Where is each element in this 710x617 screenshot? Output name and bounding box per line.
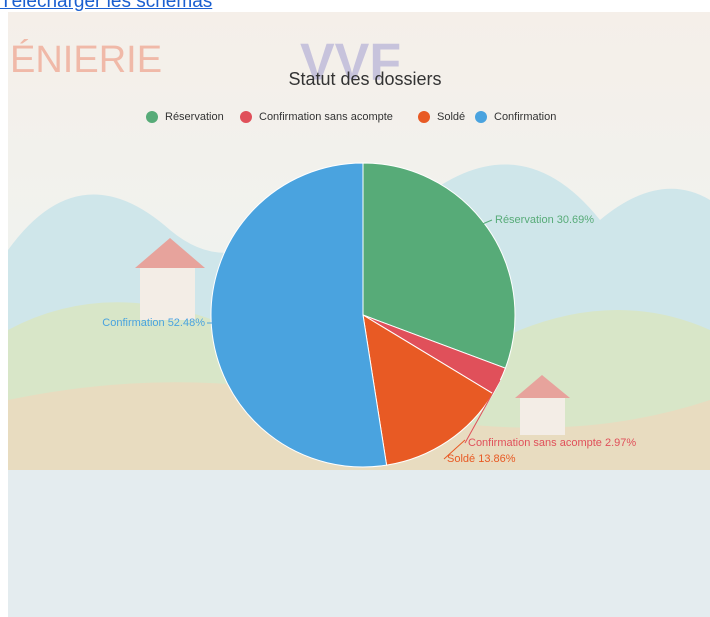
legend-label: Réservation: [165, 111, 224, 123]
legend-label: Confirmation: [494, 111, 556, 123]
data-label-name: Réservation: [495, 214, 554, 226]
data-label: Réservation 30.69%: [495, 214, 594, 226]
data-label: Soldé 13.86%: [447, 453, 516, 465]
background-text: ÉNIERIE: [10, 38, 162, 81]
data-label: Confirmation sans acompte 2.97%: [468, 437, 636, 449]
data-label-value: 13.86%: [478, 453, 516, 465]
legend-marker: [475, 111, 487, 123]
legend-marker: [418, 111, 430, 123]
chart-title: Statut des dossiers: [288, 69, 441, 89]
chart: ÉNIERIE VVF Statut des dossiers Réservat…: [0, 0, 710, 617]
data-label-name: Soldé: [447, 453, 475, 465]
data-label-name: Confirmation sans acompte: [468, 437, 602, 449]
data-label-value: 2.97%: [605, 437, 636, 449]
legend-label: Soldé: [437, 111, 465, 123]
data-label: Confirmation 52.48%: [102, 317, 205, 329]
page: Télécharger les schémas ÉNIERIE VVF Stat…: [0, 0, 710, 617]
legend-marker: [146, 111, 158, 123]
legend-label: Confirmation sans acompte: [259, 111, 393, 123]
data-label-value: 52.48%: [168, 317, 206, 329]
data-label-name: Confirmation: [102, 317, 164, 329]
legend-marker: [240, 111, 252, 123]
data-label-value: 30.69%: [557, 214, 595, 226]
